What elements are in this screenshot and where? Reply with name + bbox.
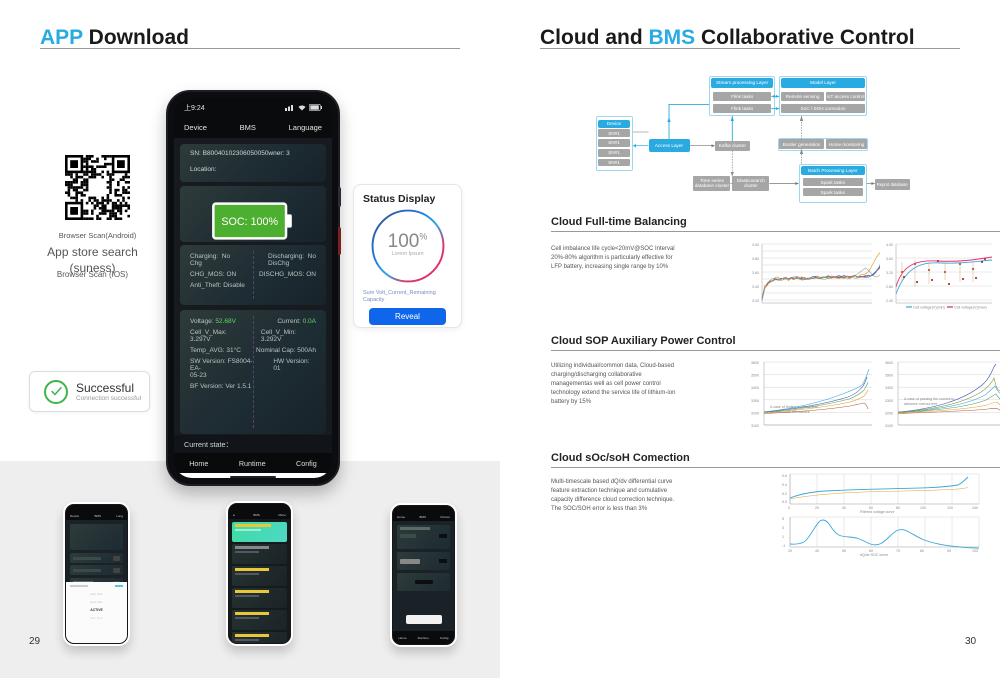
svg-text:120: 120 bbox=[947, 506, 953, 510]
svg-text:3400: 3400 bbox=[885, 386, 893, 390]
svg-text:100: 100 bbox=[920, 506, 926, 510]
svg-text:100: 100 bbox=[972, 549, 978, 553]
svg-text:3200: 3200 bbox=[885, 411, 893, 415]
svg-text:0.6: 0.6 bbox=[782, 474, 787, 478]
svg-text:70: 70 bbox=[896, 549, 900, 553]
svg-text:3100: 3100 bbox=[751, 424, 759, 428]
svg-text:50: 50 bbox=[842, 549, 846, 553]
svg-text:80: 80 bbox=[920, 549, 924, 553]
svg-text:advance overcurrent: advance overcurrent bbox=[904, 402, 937, 406]
svg-text:1: 1 bbox=[782, 535, 784, 539]
svg-text:3.20: 3.20 bbox=[752, 299, 759, 303]
svg-text:A case of passing the current: A case of passing the current to bbox=[904, 397, 954, 401]
svg-text:80: 80 bbox=[896, 506, 900, 510]
svg-text:3300: 3300 bbox=[751, 399, 759, 403]
svg-text:140: 140 bbox=[972, 506, 978, 510]
svg-text:3600: 3600 bbox=[885, 361, 893, 365]
svg-text:3500: 3500 bbox=[885, 374, 893, 378]
svg-text:40: 40 bbox=[842, 506, 846, 510]
svg-text:3.60: 3.60 bbox=[886, 257, 893, 261]
svg-text:3.20: 3.20 bbox=[886, 271, 893, 275]
svg-text:3600: 3600 bbox=[751, 361, 759, 365]
svg-text:3: 3 bbox=[782, 526, 784, 530]
svg-text:Cell voltage(V)(max): Cell voltage(V)(max) bbox=[954, 306, 987, 310]
svg-text:Filtered voltage curve: Filtered voltage curve bbox=[860, 510, 894, 514]
svg-text:-1: -1 bbox=[782, 544, 785, 548]
svg-text:Cell voltage(V)(min): Cell voltage(V)(min) bbox=[913, 306, 945, 310]
svg-text:20: 20 bbox=[788, 549, 792, 553]
svg-text:dQ/dv SOC curve: dQ/dv SOC curve bbox=[860, 553, 888, 557]
svg-text:3300: 3300 bbox=[885, 399, 893, 403]
svg-text:90: 90 bbox=[947, 549, 951, 553]
svg-text:3200: 3200 bbox=[751, 411, 759, 415]
svg-text:3400: 3400 bbox=[751, 386, 759, 390]
svg-text:3100: 3100 bbox=[885, 424, 893, 428]
svg-text:2.80: 2.80 bbox=[886, 285, 893, 289]
svg-text:4.00: 4.00 bbox=[886, 243, 893, 247]
svg-text:3.80: 3.80 bbox=[752, 257, 759, 261]
svg-text:0.0: 0.0 bbox=[782, 500, 787, 504]
svg-text:3.40: 3.40 bbox=[752, 285, 759, 289]
svg-text:0: 0 bbox=[788, 506, 790, 510]
svg-text:SOC: 100%: SOC: 100% bbox=[221, 216, 278, 228]
svg-text:0.2: 0.2 bbox=[782, 492, 787, 496]
svg-text:5: 5 bbox=[782, 517, 784, 521]
svg-text:20: 20 bbox=[815, 506, 819, 510]
svg-text:3500: 3500 bbox=[751, 374, 759, 378]
svg-text:3.60: 3.60 bbox=[752, 271, 759, 275]
svg-text:2.40: 2.40 bbox=[886, 299, 893, 303]
svg-text:0.4: 0.4 bbox=[782, 483, 787, 487]
svg-text:4.00: 4.00 bbox=[752, 243, 759, 247]
svg-text:40: 40 bbox=[815, 549, 819, 553]
